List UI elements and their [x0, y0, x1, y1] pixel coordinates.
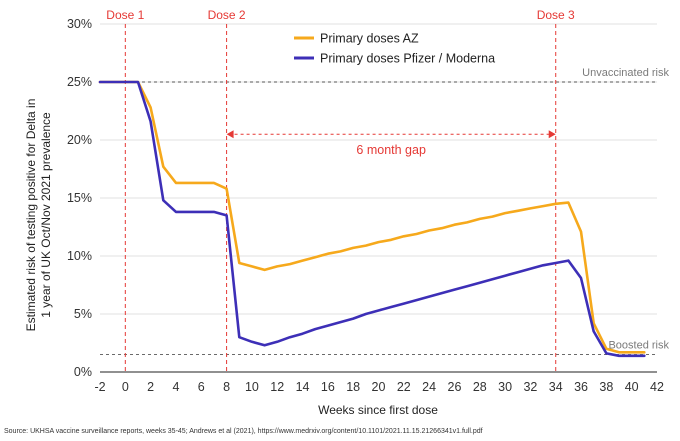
y-axis-title-line-1: Estimated risk of testing positive for D…: [24, 99, 38, 332]
x-tick-label: 4: [172, 380, 179, 394]
x-tick-label: 38: [599, 380, 613, 394]
grid-layer: [100, 23, 657, 315]
source-note: Source: UKHSA vaccine surveillance repor…: [4, 428, 483, 435]
series-layer: [98, 80, 646, 358]
x-tick-label: 18: [346, 380, 360, 394]
x-tick-label: 0: [122, 380, 129, 394]
x-tick-label: 26: [448, 380, 462, 394]
x-tick-label: 28: [473, 380, 487, 394]
x-tick-label: 2: [147, 380, 154, 394]
x-tick-label: 34: [549, 380, 563, 394]
x-tick-label: 16: [321, 380, 335, 394]
y-tick-label: 30%: [67, 17, 92, 31]
series-line-pfizer-moderna: [98, 80, 646, 358]
series-line-az: [98, 80, 646, 354]
gap-arrow-head-left: [226, 130, 234, 139]
x-tick-label: 30: [498, 380, 512, 394]
y-axis-title-line-2: 1 year of UK Oct/Nov 2021 prevalence: [39, 112, 53, 318]
x-tick-label: 24: [422, 380, 436, 394]
x-axis-title: Weeks since first dose: [318, 403, 438, 417]
reference-label: Boosted risk: [608, 340, 669, 352]
x-tick-label: 42: [650, 380, 664, 394]
legend-label: Primary doses AZ: [320, 32, 419, 46]
dose-label: Dose 1: [106, 8, 144, 22]
x-tick-label: 40: [625, 380, 639, 394]
legend-label: Primary doses Pfizer / Moderna: [320, 52, 495, 66]
dose-label: Dose 3: [537, 8, 575, 22]
dose-marker-layer: Dose 1 Dose 2 Dose 3: [106, 8, 575, 372]
y-tick-label: 0%: [74, 365, 92, 379]
dose-label: Dose 2: [208, 8, 246, 22]
y-tick-label: 10%: [67, 249, 92, 263]
y-tick-label: 20%: [67, 133, 92, 147]
x-tick-label: 12: [270, 380, 284, 394]
reference-layer: Unvaccinated risk Boosted risk: [100, 67, 669, 356]
x-tick-label: 32: [523, 380, 537, 394]
x-tick-label: 8: [223, 380, 230, 394]
x-tick-label: 36: [574, 380, 588, 394]
x-tick-label: -2: [94, 380, 105, 394]
reference-label: Unvaccinated risk: [582, 67, 669, 79]
x-tick-label: 6: [198, 380, 205, 394]
x-tick-label: 22: [397, 380, 411, 394]
y-tick-label: 25%: [67, 75, 92, 89]
gap-label: 6 month gap: [356, 143, 426, 157]
gap-annotation-layer: 6 month gap: [226, 130, 556, 157]
x-tick-label: 10: [245, 380, 259, 394]
legend: Primary doses AZ Primary doses Pfizer / M…: [294, 32, 495, 66]
x-tick-label: 14: [296, 380, 310, 394]
tick-layer: 0%5%10%15%20%25%30%-2 0 2 4 6 8 10 12 14 16 18 20 22…: [67, 17, 664, 394]
x-tick-label: 20: [372, 380, 386, 394]
gap-arrow-head-right: [548, 130, 556, 139]
y-tick-label: 5%: [74, 307, 92, 321]
y-tick-label: 15%: [67, 191, 92, 205]
